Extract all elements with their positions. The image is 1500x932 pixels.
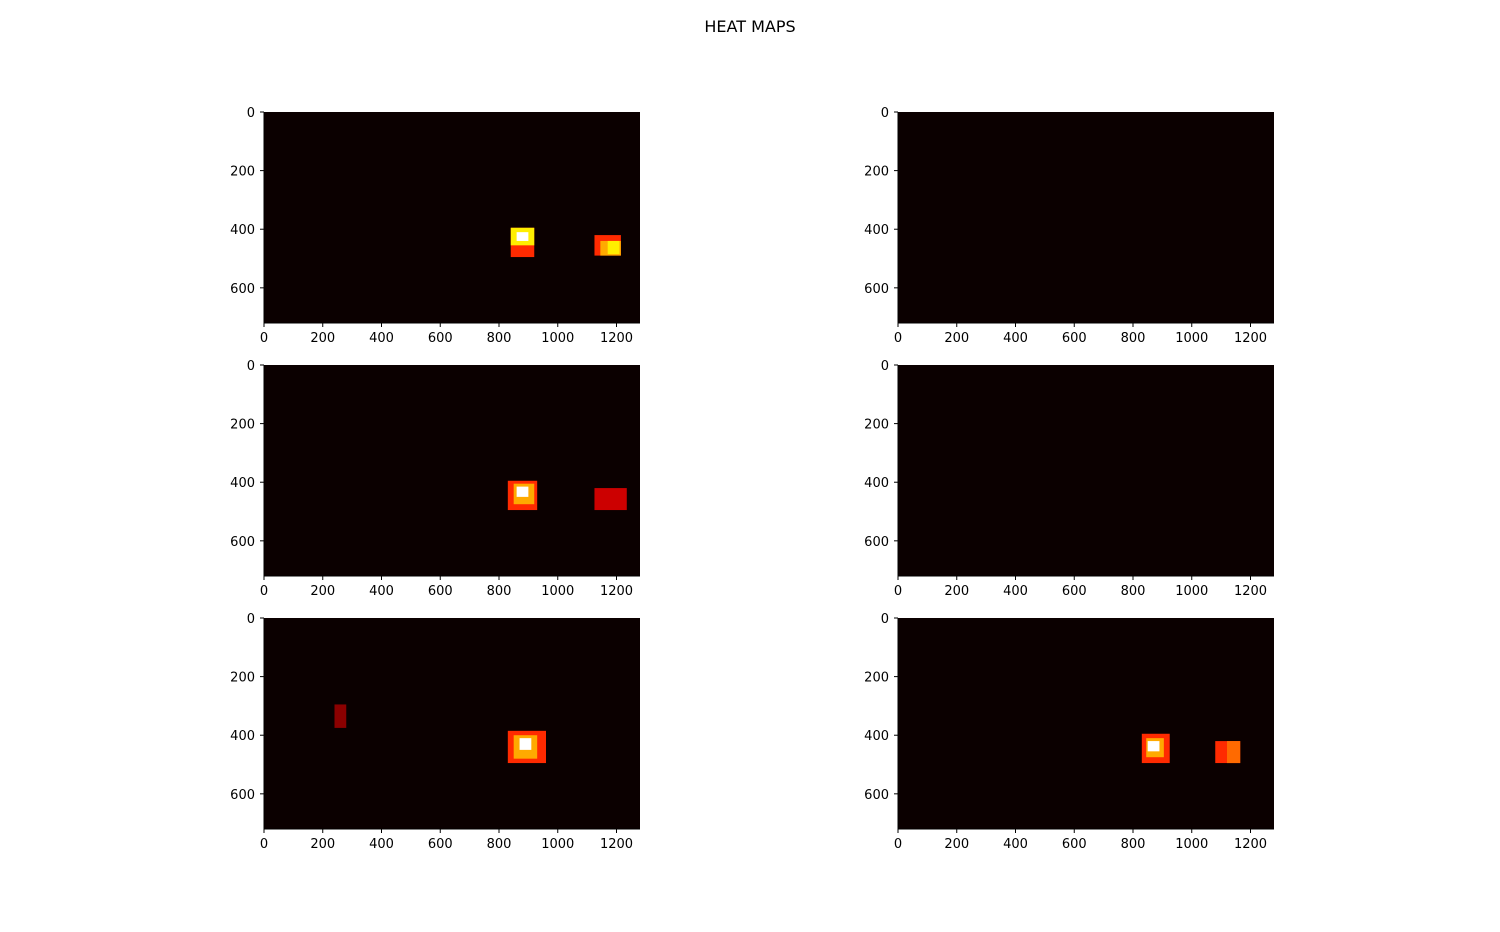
y-tick-label: 200 (230, 165, 255, 180)
heat-cell (607, 240, 620, 255)
x-tick-label: 1000 (1175, 331, 1208, 346)
x-tick-label: 400 (369, 331, 394, 346)
x-tick-label: 600 (428, 837, 453, 852)
y-tick-label: 200 (864, 165, 889, 180)
heatmap-background (898, 112, 1274, 323)
x-tick-label: 1000 (541, 584, 574, 599)
y-tick-label: 600 (230, 282, 255, 297)
y-tick-label: 600 (864, 535, 889, 550)
x-tick-label: 400 (1003, 837, 1028, 852)
y-tick-label: 0 (247, 612, 255, 627)
x-tick-label: 400 (369, 837, 394, 852)
y-tick-label: 400 (864, 729, 889, 744)
figure-title: HEAT MAPS (704, 17, 796, 36)
x-tick-label: 0 (260, 837, 268, 852)
heatmap-panel-5: 0 200 400 600 800 1000 1200 0 200 400 600 (230, 612, 640, 852)
x-tick-label: 200 (310, 331, 335, 346)
y-tick-label: 0 (247, 106, 255, 121)
x-tick-label: 400 (1003, 584, 1028, 599)
x-tick-label: 1200 (600, 331, 633, 346)
x-tick-label: 1200 (1234, 584, 1267, 599)
heatmap-panel-4: 0 200 400 600 800 1000 1200 0 200 400 600 (864, 359, 1274, 599)
x-tick-label: 200 (310, 837, 335, 852)
x-tick-label: 0 (260, 584, 268, 599)
x-tick-label: 1000 (1175, 584, 1208, 599)
x-tick-label: 800 (487, 584, 512, 599)
y-tick-label: 200 (864, 671, 889, 686)
y-tick-label: 600 (230, 788, 255, 803)
y-tick-label: 600 (864, 788, 889, 803)
y-tick-label: 400 (864, 476, 889, 491)
heatmap-background (898, 365, 1274, 576)
x-tick-label: 600 (428, 584, 453, 599)
x-tick-label: 800 (1121, 837, 1146, 852)
heatmap-background (264, 618, 640, 829)
x-tick-label: 1200 (600, 837, 633, 852)
x-tick-label: 1000 (1175, 837, 1208, 852)
x-tick-label: 1000 (541, 331, 574, 346)
y-tick-label: 600 (230, 535, 255, 550)
y-tick-label: 0 (881, 359, 889, 374)
x-tick-label: 1200 (600, 584, 633, 599)
x-tick-label: 400 (369, 584, 394, 599)
x-tick-label: 200 (944, 331, 969, 346)
y-tick-label: 200 (230, 418, 255, 433)
x-tick-label: 600 (428, 331, 453, 346)
y-tick-label: 0 (881, 106, 889, 121)
x-tick-label: 200 (944, 584, 969, 599)
x-tick-label: 400 (1003, 331, 1028, 346)
x-tick-label: 1200 (1234, 331, 1267, 346)
heat-cell (516, 232, 529, 241)
x-tick-label: 600 (1062, 837, 1087, 852)
y-tick-label: 400 (230, 729, 255, 744)
x-tick-label: 800 (1121, 584, 1146, 599)
x-tick-label: 0 (894, 584, 902, 599)
y-tick-label: 600 (864, 282, 889, 297)
y-tick-label: 0 (881, 612, 889, 627)
heat-cell (334, 704, 347, 728)
y-tick-label: 200 (864, 418, 889, 433)
heatmap-panel-6: 0 200 400 600 800 1000 1200 0 200 400 600 (864, 612, 1274, 852)
heatmap-panel-3: 0 200 400 600 800 1000 1200 0 200 400 600 (230, 359, 640, 599)
heat-cell (1147, 741, 1160, 752)
x-tick-label: 800 (487, 331, 512, 346)
x-tick-label: 600 (1062, 584, 1087, 599)
heatmap-panel-2: 0 200 400 600 800 1000 1200 0 200 400 600 (864, 106, 1274, 346)
heat-cell (1227, 741, 1241, 764)
heat-cell (516, 486, 529, 497)
x-tick-label: 800 (487, 837, 512, 852)
x-tick-label: 200 (944, 837, 969, 852)
x-tick-label: 200 (310, 584, 335, 599)
x-tick-label: 1200 (1234, 837, 1267, 852)
x-tick-label: 1000 (541, 837, 574, 852)
y-tick-label: 400 (230, 476, 255, 491)
heat-cell (519, 738, 532, 750)
heatmap-background (898, 618, 1274, 829)
heat-cell (594, 488, 627, 511)
x-tick-label: 0 (894, 837, 902, 852)
heatmap-background (264, 365, 640, 576)
x-tick-label: 0 (260, 331, 268, 346)
y-tick-label: 0 (247, 359, 255, 374)
heatmap-panel-1: 0 200 400 600 800 1000 1200 0 200 400 600 (230, 106, 640, 346)
x-tick-label: 0 (894, 331, 902, 346)
y-tick-label: 400 (864, 223, 889, 238)
x-tick-label: 600 (1062, 331, 1087, 346)
heatmap-background (264, 112, 640, 323)
y-tick-label: 400 (230, 223, 255, 238)
x-tick-label: 800 (1121, 331, 1146, 346)
y-tick-label: 200 (230, 671, 255, 686)
